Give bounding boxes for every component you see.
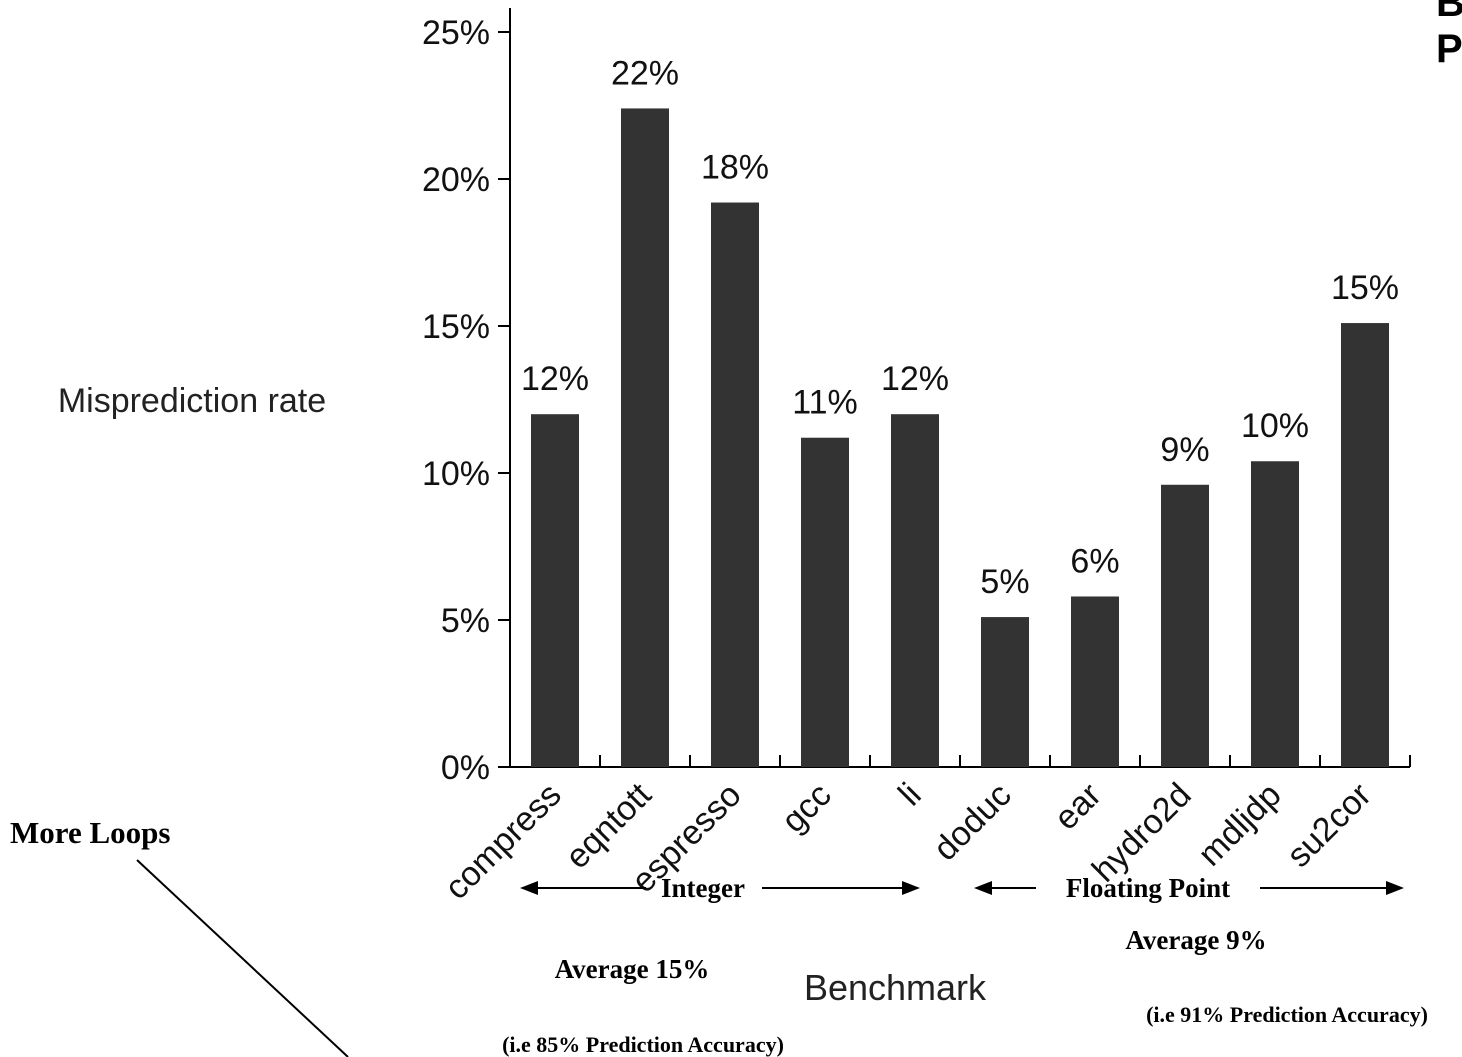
value-labels: 12% 22% 18% 11% 12% 5% 6% 9% 10% 15% bbox=[521, 54, 1399, 601]
integer-group-label: Integer bbox=[661, 873, 745, 903]
value-label-ear: 6% bbox=[1070, 542, 1119, 580]
bar-espresso bbox=[711, 202, 759, 767]
value-label-doduc: 5% bbox=[980, 563, 1029, 601]
value-label-compress: 12% bbox=[521, 360, 589, 398]
y-ticks: 0% 5% 10% 15% 20% 25% bbox=[422, 14, 510, 787]
x-tick-label-ear: ear bbox=[1047, 776, 1109, 838]
value-label-eqntott: 22% bbox=[611, 54, 679, 92]
fp-arrow-right-head bbox=[1386, 881, 1404, 895]
y-tick-label: 20% bbox=[422, 161, 490, 199]
fp-arrow-left-head bbox=[974, 881, 992, 895]
value-label-hydro2d: 9% bbox=[1160, 431, 1209, 469]
x-tick-label-li: li bbox=[891, 776, 929, 814]
integer-accuracy-note: (i.e 85% Prediction Accuracy) bbox=[502, 1032, 784, 1057]
floating-point-group-label: Floating Point bbox=[1066, 873, 1230, 903]
bar-compress bbox=[531, 414, 579, 767]
value-label-li: 12% bbox=[881, 360, 949, 398]
bar-li bbox=[891, 414, 939, 767]
y-tick-label: 10% bbox=[422, 455, 490, 493]
x-tick-label-su2cor: su2cor bbox=[1280, 776, 1379, 875]
bar-mdljdp bbox=[1251, 461, 1299, 767]
floating-point-accuracy-note: (i.e 91% Prediction Accuracy) bbox=[1146, 1002, 1428, 1027]
value-label-espresso: 18% bbox=[701, 149, 769, 187]
value-label-gcc: 11% bbox=[792, 384, 858, 422]
integer-arrow-left-head bbox=[520, 881, 538, 895]
bar-doduc bbox=[981, 617, 1029, 767]
x-tick-label-mdljdp: mdljdp bbox=[1191, 776, 1289, 874]
value-label-su2cor: 15% bbox=[1331, 269, 1399, 307]
floating-point-average: Average 9% bbox=[1125, 925, 1266, 955]
bars bbox=[531, 108, 1389, 767]
corner-letter-bottom: P bbox=[1436, 27, 1462, 71]
bar-gcc bbox=[801, 437, 849, 767]
x-axis-label: Benchmark bbox=[804, 967, 987, 1008]
y-tick-label: 0% bbox=[441, 749, 490, 787]
x-tick-label-gcc: gcc bbox=[774, 776, 838, 840]
more-loops-pointer-line bbox=[136, 859, 349, 1057]
floating-point-group-arrow bbox=[974, 881, 1404, 895]
integer-group-arrow bbox=[520, 881, 920, 895]
integer-arrow-right-head bbox=[902, 881, 920, 895]
corner-letter-top: B bbox=[1436, 0, 1462, 25]
y-tick-label: 5% bbox=[441, 602, 490, 640]
y-tick-label: 25% bbox=[422, 14, 490, 52]
x-tick-label-doduc: doduc bbox=[926, 776, 1018, 868]
y-axis-label: Misprediction rate bbox=[58, 382, 326, 420]
x-tick-marks bbox=[599, 755, 1411, 767]
integer-average: Average 15% bbox=[555, 954, 710, 984]
bar-ear bbox=[1071, 596, 1119, 767]
bar-eqntott bbox=[621, 108, 669, 767]
more-loops-annotation: More Loops bbox=[10, 815, 170, 850]
y-tick-label: 15% bbox=[422, 308, 490, 346]
bar-su2cor bbox=[1341, 323, 1389, 767]
value-label-mdljdp: 10% bbox=[1241, 407, 1309, 445]
bar-hydro2d bbox=[1161, 484, 1209, 767]
